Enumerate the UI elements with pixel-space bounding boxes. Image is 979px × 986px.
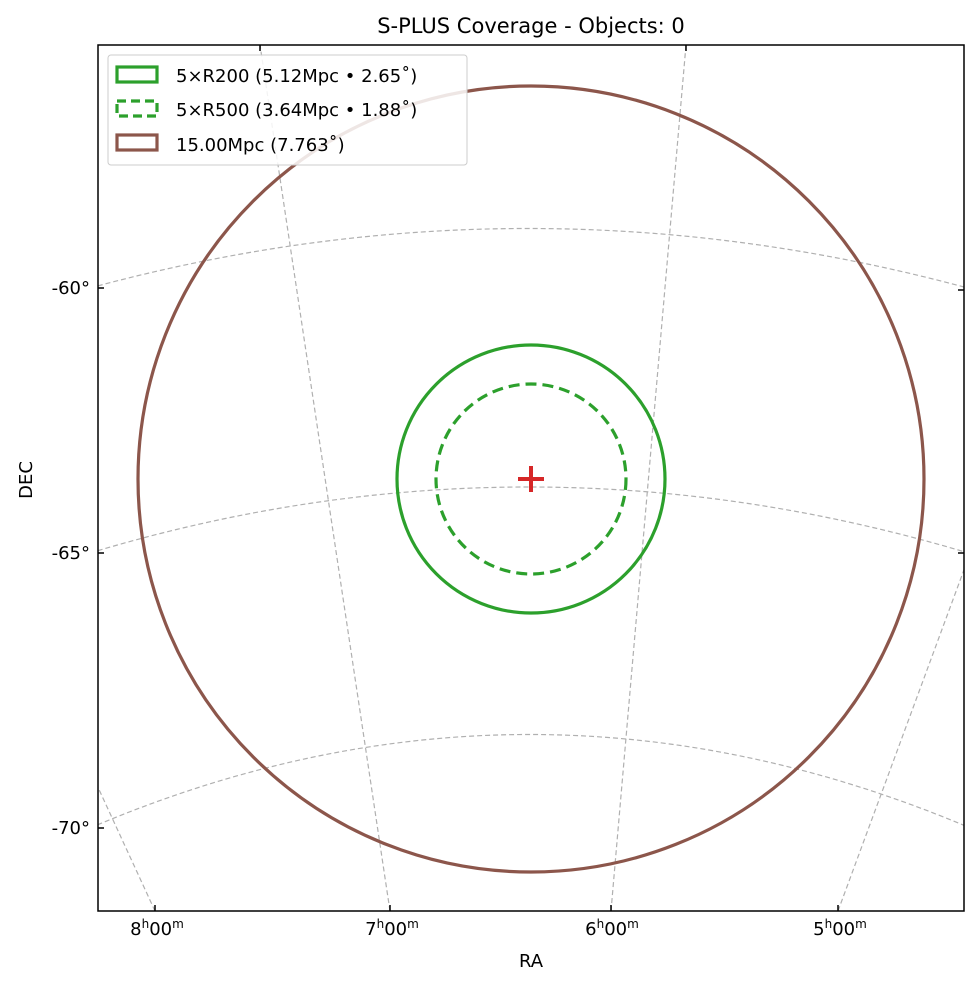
plot-frame xyxy=(97,44,965,912)
legend-entry-r200: 5×R200 (5.12Mpc • 2.65˚) xyxy=(115,65,417,87)
legend-label-r200: 5×R200 (5.12Mpc • 2.65˚) xyxy=(176,66,417,87)
grid-dec--65 xyxy=(98,486,964,553)
x-axis-label: RA xyxy=(519,951,544,972)
circle-15mpc xyxy=(136,84,926,874)
coverage-circles xyxy=(136,84,926,874)
x-tick-label: 6h00m xyxy=(585,917,639,940)
legend: 5×R200 (5.12Mpc • 2.65˚) 5×R500 (3.64Mpc… xyxy=(107,54,468,166)
x-tick-label: 5h00m xyxy=(813,917,867,940)
x-tick-label: 8h00m xyxy=(130,917,184,940)
y-tick-label: -65° xyxy=(52,543,90,564)
x-tick-label: 7h00m xyxy=(365,917,419,940)
x-tick-labels: 8h00m 7h00m 6h00m 5h00m xyxy=(130,917,867,940)
grid-ra-5h xyxy=(837,568,964,911)
legend-box xyxy=(107,54,468,166)
grid-dec--60 xyxy=(98,227,964,288)
circle-5xr500 xyxy=(434,382,628,576)
legend-entry-15mpc: 15.00Mpc (7.763˚) xyxy=(115,133,345,156)
grid-dec--70 xyxy=(98,733,964,827)
y-axis-label: DEC xyxy=(16,461,37,499)
y-tick-label: -60° xyxy=(52,278,90,299)
grid-ra-7h xyxy=(259,45,391,911)
chart-title: S-PLUS Coverage - Objects: 0 xyxy=(377,14,685,38)
legend-label-15mpc: 15.00Mpc (7.763˚) xyxy=(176,135,345,156)
circle-5xr200 xyxy=(395,343,667,615)
legend-entry-r500: 5×R500 (3.64Mpc • 1.88˚) xyxy=(115,99,417,121)
y-tick-labels: -60° -65° -70° xyxy=(52,278,90,839)
grid-ra-6h xyxy=(610,45,687,911)
grid-ra-8h xyxy=(98,785,156,911)
tick-marks xyxy=(98,45,964,911)
center-marker xyxy=(518,466,544,492)
plot-area: 5×R200 (5.12Mpc • 2.65˚) 5×R500 (3.64Mpc… xyxy=(97,44,965,912)
y-tick-label: -70° xyxy=(52,818,90,839)
legend-label-r500: 5×R500 (3.64Mpc • 1.88˚) xyxy=(176,100,417,121)
